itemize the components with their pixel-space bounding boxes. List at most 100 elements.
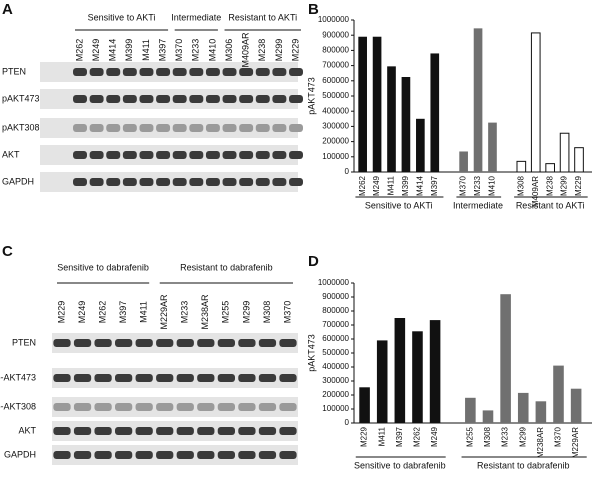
band xyxy=(197,427,215,435)
panel-label: A xyxy=(2,1,13,18)
bar xyxy=(416,118,425,172)
bar xyxy=(372,36,382,172)
y-tick-label: 200000 xyxy=(322,390,349,399)
band xyxy=(205,178,220,186)
band xyxy=(217,403,235,411)
group-label: Intermediate xyxy=(453,200,503,210)
lane-label: M399 xyxy=(124,39,134,62)
y-tick-label: 600000 xyxy=(322,334,349,343)
band xyxy=(135,427,153,435)
y-tick-label: 800000 xyxy=(322,306,349,315)
band xyxy=(205,124,220,132)
band xyxy=(239,68,254,76)
band xyxy=(176,451,194,459)
x-tick-label: M370 xyxy=(554,426,563,447)
bar xyxy=(394,318,406,423)
group-header: Resistant to AKTi xyxy=(228,12,297,22)
band xyxy=(239,124,254,132)
x-tick-label: M399 xyxy=(401,175,410,196)
band xyxy=(156,178,171,186)
band xyxy=(239,95,254,103)
lane-label: M299 xyxy=(241,301,251,324)
row-label: pAKT473 xyxy=(2,93,40,103)
band xyxy=(94,427,112,435)
band xyxy=(53,403,71,411)
band xyxy=(289,124,303,132)
y-tick-label: 700000 xyxy=(322,61,349,70)
bar xyxy=(516,160,527,173)
band xyxy=(115,339,133,347)
y-tick-label: 0 xyxy=(345,167,350,176)
band xyxy=(73,374,92,382)
x-tick-label: M238AR xyxy=(536,427,545,458)
band xyxy=(272,124,287,132)
band xyxy=(89,68,104,76)
band xyxy=(272,95,287,103)
band xyxy=(106,124,121,132)
band xyxy=(289,178,303,186)
lane-label: M397 xyxy=(118,301,128,324)
band xyxy=(222,124,237,132)
y-tick-label: 800000 xyxy=(322,46,349,55)
band xyxy=(189,178,204,186)
y-tick-label: 400000 xyxy=(322,106,349,115)
band xyxy=(279,403,297,411)
band xyxy=(189,68,204,76)
x-tick-label: M229 xyxy=(360,426,369,447)
x-tick-label: M411 xyxy=(377,426,386,446)
lane-label: M370 xyxy=(174,39,184,62)
group-label: Sensitive to dabrafenib xyxy=(354,460,446,470)
row-label: PTEN xyxy=(12,337,36,347)
band xyxy=(172,178,187,186)
band xyxy=(73,451,92,459)
band xyxy=(272,68,287,76)
x-tick-label: M255 xyxy=(465,426,474,447)
lane-label: M233 xyxy=(180,301,190,324)
band xyxy=(258,451,277,459)
band xyxy=(53,374,71,382)
band xyxy=(53,451,71,459)
band xyxy=(255,95,270,103)
bar xyxy=(559,132,570,173)
band xyxy=(156,451,174,459)
x-tick-label: M410 xyxy=(488,175,497,196)
x-tick-label: M238 xyxy=(545,175,554,196)
lane-label: M262 xyxy=(97,301,107,324)
band xyxy=(205,68,220,76)
y-tick-label: 900000 xyxy=(322,292,349,301)
band xyxy=(176,339,194,347)
band xyxy=(139,95,154,103)
bar xyxy=(359,387,370,423)
y-tick-label: 1000000 xyxy=(318,278,350,287)
y-tick-label: 300000 xyxy=(322,376,349,385)
band xyxy=(239,151,254,159)
band xyxy=(238,374,256,382)
band xyxy=(94,339,112,347)
band xyxy=(94,451,112,459)
band xyxy=(94,403,112,411)
lane-label: M409AR xyxy=(241,32,251,68)
band xyxy=(255,68,270,76)
band xyxy=(238,427,256,435)
bar xyxy=(488,122,497,172)
band xyxy=(189,124,204,132)
band xyxy=(238,403,256,411)
band xyxy=(156,95,171,103)
band xyxy=(258,427,277,435)
band xyxy=(135,451,153,459)
band xyxy=(289,95,303,103)
y-tick-label: 600000 xyxy=(322,76,349,85)
lane-label: M306 xyxy=(224,39,234,62)
bar xyxy=(530,32,541,173)
bar xyxy=(535,401,547,423)
band xyxy=(176,427,194,435)
band xyxy=(272,151,287,159)
band xyxy=(53,339,71,347)
x-tick-label: M233 xyxy=(473,175,482,196)
band xyxy=(255,178,270,186)
band xyxy=(279,339,297,347)
band xyxy=(176,403,194,411)
band xyxy=(115,427,133,435)
lane-label: M229 xyxy=(56,301,66,324)
band xyxy=(106,178,121,186)
